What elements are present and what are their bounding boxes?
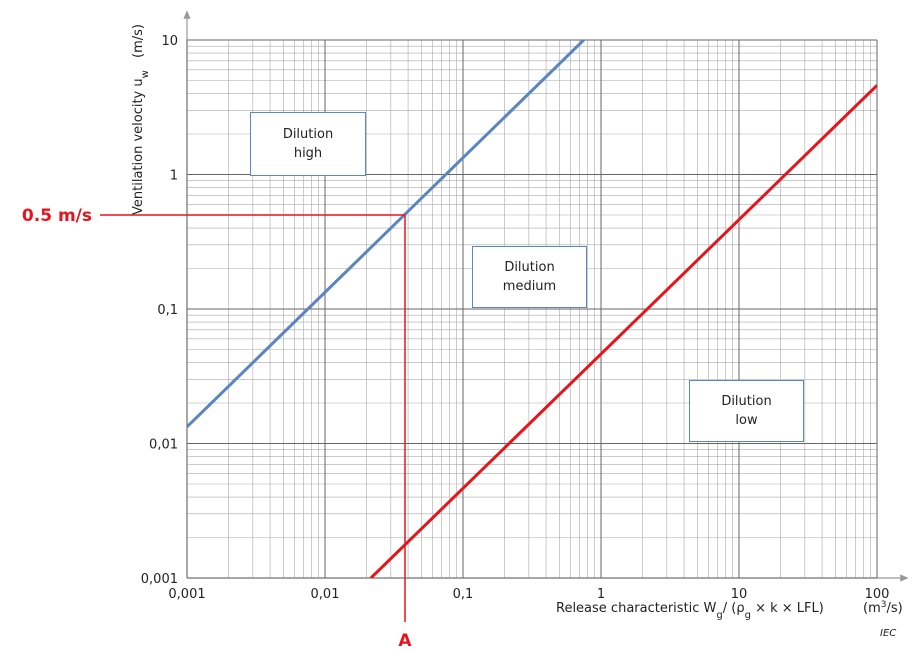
x-axis-unit: (m3/s) (863, 600, 903, 616)
x-tick-label: 100 (865, 587, 890, 602)
y-tick-label: 0,1 (157, 303, 178, 318)
x-tick-label: 0,01 (311, 587, 340, 602)
y-axis-unit: (m/s) (131, 24, 146, 58)
x-axis-label: Release characteristic Wg/ (ρg × k × LFL… (556, 601, 824, 621)
marker-y-label: 0.5 m/s (22, 206, 92, 226)
region-label: Dilution medium (472, 246, 587, 308)
x-tick-label: 1 (597, 587, 605, 602)
y-axis-label: Ventilation velocity uw (131, 70, 151, 215)
y-tick-label: 10 (161, 34, 178, 49)
y-tick-label: 0,001 (141, 572, 178, 587)
line (187, 40, 585, 428)
line (369, 84, 877, 578)
region-label: Dilution low (689, 380, 804, 442)
y-tick-label: 1 (170, 169, 178, 184)
y-tick-label: 0,01 (149, 438, 178, 453)
x-tick-label: 10 (731, 587, 748, 602)
x-tick-label: 0,1 (453, 587, 474, 602)
source: IEC (880, 628, 896, 639)
region-label: Dilution high (250, 112, 366, 176)
x-tick-label: 0,001 (168, 587, 205, 602)
marker-x-label: A (398, 631, 412, 651)
